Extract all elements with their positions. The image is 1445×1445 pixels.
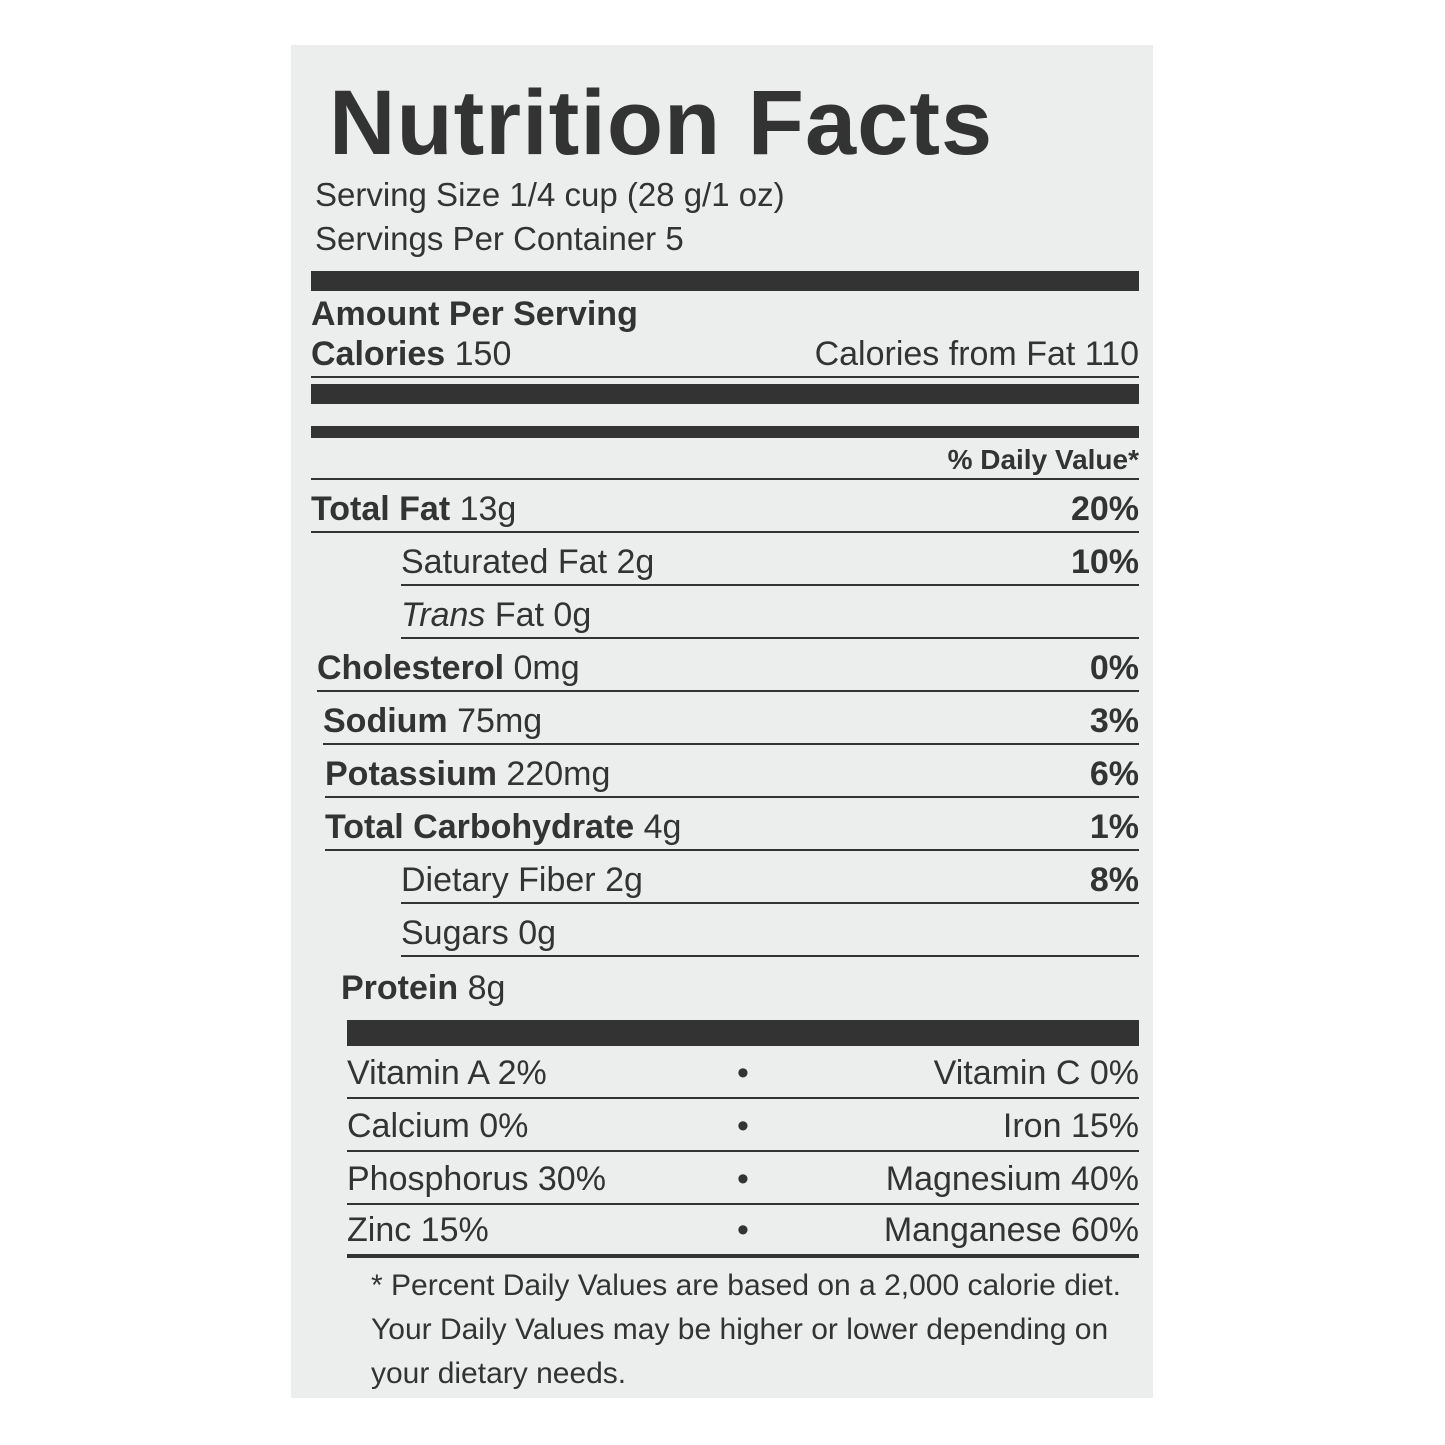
calories-row: Calories 150 Calories from Fat 110 — [311, 334, 1139, 378]
title: Nutrition Facts — [329, 72, 994, 174]
vitamin-right: Manganese 60% — [883, 1211, 1139, 1249]
nutrient-label-2: Fat — [494, 596, 544, 634]
nutrient-label: Trans — [401, 596, 486, 634]
vitamin-row: Phosphorus 30% • Magnesium 40% — [347, 1152, 1139, 1205]
bullet: • — [737, 1160, 749, 1198]
nutrient-label: Protein — [341, 969, 459, 1007]
vitamin-left: Phosphorus 30% — [347, 1160, 606, 1198]
daily-value-header: % Daily Value* — [311, 438, 1139, 480]
footnote: * Percent Daily Values are based on a 2,… — [371, 1269, 1121, 1390]
amount-per-serving: Amount Per Serving — [311, 295, 638, 333]
nutrition-facts-label: Nutrition Facts Serving Size 1/4 cup (28… — [291, 45, 1153, 1398]
servings-per-container: Servings Per Container 5 — [315, 220, 684, 257]
nutrient-label: Saturated Fat — [401, 543, 608, 581]
calories-from-fat-value: 110 — [1084, 335, 1139, 373]
divider-thick — [311, 271, 1139, 291]
bullet: • — [737, 1107, 749, 1145]
vitamin-right: Iron 15% — [1002, 1107, 1139, 1145]
daily-value-header-text: % Daily Value* — [947, 444, 1139, 475]
nutrient-amount: 220mg — [506, 755, 611, 793]
nutrient-row: Dietary Fiber 2g 8% — [401, 851, 1139, 904]
nutrient-label: Cholesterol — [317, 649, 505, 687]
nutrient-row: Total Fat 13g 20% — [311, 480, 1139, 533]
nutrient-amount: 0g — [553, 596, 592, 634]
nutrient-label: Total Carbohydrate — [325, 808, 635, 846]
vitamin-left: Calcium 0% — [347, 1107, 529, 1145]
nutrient-label: Potassium — [325, 755, 497, 793]
nutrient-amount: 4g — [643, 808, 682, 846]
bullet: • — [737, 1054, 749, 1092]
nutrient-label: Sodium — [323, 702, 448, 740]
nutrient-row: Sodium 75mg 3% — [323, 692, 1139, 745]
divider-thick — [311, 384, 1139, 404]
vitamin-row: Vitamin A 2% • Vitamin C 0% — [347, 1046, 1139, 1099]
nutrient-amount: 8g — [467, 969, 506, 1007]
serving-size: Serving Size 1/4 cup (28 g/1 oz) — [315, 176, 785, 213]
nutrient-row: Sugars 0g — [401, 904, 1139, 957]
calories-from-fat-label: Calories from Fat — [814, 335, 1076, 373]
vitamin-row: Calcium 0% • Iron 15% — [347, 1099, 1139, 1152]
nutrient-amount: 0mg — [513, 649, 580, 687]
nutrient-dv: 6% — [1089, 755, 1139, 793]
vitamin-right: Magnesium 40% — [885, 1160, 1139, 1198]
nutrient-row: Cholesterol 0mg 0% — [317, 639, 1139, 692]
nutrient-dv: 1% — [1089, 808, 1139, 846]
nutrient-row: Potassium 220mg 6% — [325, 745, 1139, 798]
vitamin-right: Vitamin C 0% — [933, 1054, 1139, 1092]
nutrient-row: Protein 8g — [341, 957, 1139, 1010]
nutrient-row: Saturated Fat 2g 10% — [401, 533, 1139, 586]
nutrient-amount: 13g — [459, 490, 517, 528]
nutrient-row: Trans Fat 0g — [401, 586, 1139, 639]
calories-label: Calories — [311, 335, 446, 373]
nutrient-amount: 2g — [605, 861, 643, 899]
nutrient-label: Sugars — [401, 914, 509, 952]
vitamin-left: Vitamin A 2% — [347, 1054, 547, 1092]
vitamin-left: Zinc 15% — [347, 1211, 489, 1249]
bullet: • — [737, 1211, 749, 1249]
nutrient-dv: 0% — [1089, 649, 1139, 687]
divider-medium — [311, 426, 1139, 438]
vitamin-row: Zinc 15% • Manganese 60% — [347, 1205, 1139, 1258]
nutrient-dv: 20% — [1070, 490, 1139, 528]
divider-thick — [347, 1020, 1139, 1046]
nutrient-amount: 2g — [616, 543, 655, 581]
nutrient-amount: 0g — [518, 914, 557, 952]
nutrient-dv: 3% — [1089, 702, 1139, 740]
nutrient-dv: 8% — [1089, 861, 1139, 899]
nutrient-amount: 75mg — [457, 702, 543, 740]
nutrient-dv: 10% — [1070, 543, 1139, 581]
nutrient-label: Dietary Fiber — [401, 861, 596, 899]
nutrient-row: Total Carbohydrate 4g 1% — [325, 798, 1139, 851]
calories-value: 150 — [454, 335, 512, 373]
nutrient-label: Total Fat — [311, 490, 451, 528]
